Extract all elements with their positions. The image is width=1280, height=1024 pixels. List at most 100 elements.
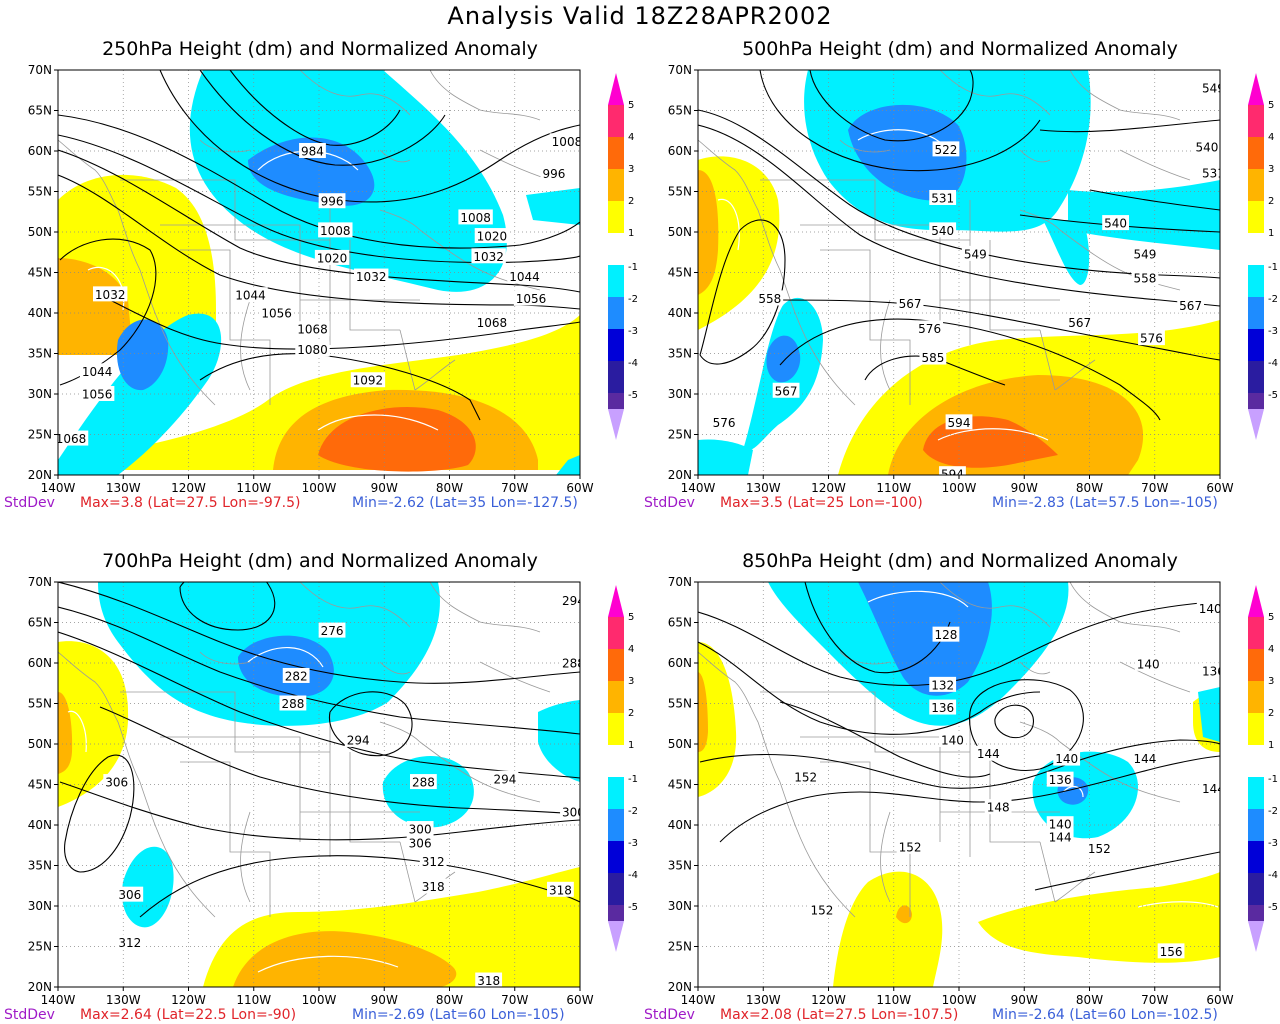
contour-label: 318	[549, 883, 572, 897]
contour-label: 585	[921, 351, 944, 365]
coastline-border	[379, 149, 411, 163]
contour-label: 1068	[297, 323, 328, 337]
contour-label-bg	[58, 430, 89, 446]
contour-label: 306	[118, 888, 141, 902]
anomaly-contour	[247, 647, 324, 668]
coastline-border	[399, 841, 416, 903]
coastline-border	[299, 582, 411, 628]
coastline-border	[160, 736, 301, 842]
colorbar-label: 3	[1268, 164, 1274, 175]
colorbar-label: 5	[628, 100, 634, 111]
height-contour	[804, 582, 951, 674]
height-contour	[99, 706, 580, 815]
height-contour	[58, 582, 580, 684]
contour-label-bg	[929, 189, 957, 205]
contour-label: 312	[118, 936, 141, 950]
contour-label: 576	[918, 322, 941, 336]
contour-label: 540	[1104, 217, 1127, 231]
coastline-border	[839, 139, 891, 153]
contour-label-bg	[474, 228, 510, 244]
contour-label-bg	[79, 386, 115, 401]
coastline-border	[199, 651, 251, 665]
coastline-border	[58, 651, 216, 918]
map-panel-850: 850hPa Height (dm) and Normalized Anomal…	[640, 512, 1280, 1024]
contour-label-bg	[932, 141, 960, 157]
colorbar-label: 1	[628, 740, 634, 751]
contour-label: 1032	[356, 270, 387, 284]
min-info: Min=-2.69 (Lat=60 Lon=-105)	[352, 1007, 565, 1023]
contour-label: 136	[1049, 773, 1072, 787]
lat-tick-label: 45N	[28, 266, 52, 280]
contour-label-bg	[1066, 314, 1094, 330]
contour-label-bg	[1177, 297, 1205, 313]
colorbar-label: -5	[1268, 902, 1278, 913]
coastline-border	[240, 811, 251, 903]
height-contour	[994, 704, 1034, 739]
anomaly-contour	[937, 428, 1049, 441]
lat-tick-label: 35N	[668, 347, 692, 361]
contour-label: 594	[941, 468, 964, 482]
contour-label-bg	[1200, 780, 1220, 796]
coastline-border	[379, 721, 541, 803]
height-contour	[698, 124, 1220, 307]
contour-label: 140	[941, 733, 964, 747]
lat-tick-label: 20N	[28, 468, 52, 482]
contour-label: 1092	[353, 374, 384, 388]
max-info: Max=3.5 (Lat=25 Lon=-100)	[720, 495, 923, 511]
anomaly-contour	[257, 955, 399, 973]
anomaly-contour	[717, 198, 740, 251]
colorbar-label: -5	[628, 902, 638, 913]
colorbar-label: -2	[1268, 294, 1278, 305]
coastline-border	[240, 299, 251, 391]
contour-label-bg	[929, 676, 957, 692]
contour-label-bg	[929, 699, 957, 715]
height-contour	[328, 691, 413, 757]
anomaly-contour	[867, 590, 969, 608]
coastline-border	[989, 240, 1040, 331]
contour-label: 136	[931, 701, 954, 715]
contour-label-bg	[116, 886, 144, 902]
contour-label: 1044	[509, 270, 540, 284]
coastline-border	[939, 70, 1051, 116]
contour-label-bg	[984, 799, 1012, 815]
contour-label: 1020	[317, 251, 348, 265]
contour-label-bg	[314, 249, 350, 265]
contour-label-bg	[919, 349, 947, 365]
contour-label: 984	[301, 145, 324, 159]
contour-label-bg	[1046, 816, 1074, 832]
contour-label-bg	[1046, 829, 1074, 845]
colorbar-label: -3	[628, 838, 638, 849]
contour-label: 1068	[56, 432, 87, 446]
height-contour	[58, 174, 580, 310]
height-contour	[1039, 119, 1220, 133]
contour-label-bg	[318, 193, 346, 209]
contour-label: 294	[347, 733, 370, 747]
lat-tick-label: 35N	[28, 347, 52, 361]
lat-tick-label: 60N	[668, 144, 692, 158]
contour-label-bg	[406, 821, 434, 837]
contour-label: 282	[285, 669, 308, 683]
contour-label-bg	[410, 774, 437, 790]
lon-tick-label: 80W	[436, 993, 463, 1007]
contour-label: 567	[1179, 299, 1202, 313]
contour-label-bg	[116, 934, 144, 950]
height-contour	[179, 582, 276, 631]
lat-tick-label: 40N	[28, 818, 52, 832]
colorbar-label: -4	[628, 358, 638, 369]
height-contour	[58, 134, 580, 264]
contour-label-bg	[295, 341, 330, 357]
lat-tick-label: 50N	[668, 737, 692, 751]
lon-tick-label: 110W	[876, 993, 911, 1007]
contour-label-bg	[792, 769, 820, 785]
height-contour	[139, 855, 580, 918]
contour-label-bg	[939, 731, 966, 747]
coastline-border	[1039, 329, 1056, 391]
height-contour	[109, 299, 580, 350]
contour-label: 144	[977, 747, 1000, 761]
contour-label-bg	[1200, 164, 1220, 180]
lat-tick-label: 70N	[28, 63, 52, 77]
contour-label-bg	[1102, 215, 1129, 231]
contour-label-bg	[896, 295, 924, 311]
max-info: Max=3.8 (Lat=27.5 Lon=-97.5)	[80, 495, 301, 511]
